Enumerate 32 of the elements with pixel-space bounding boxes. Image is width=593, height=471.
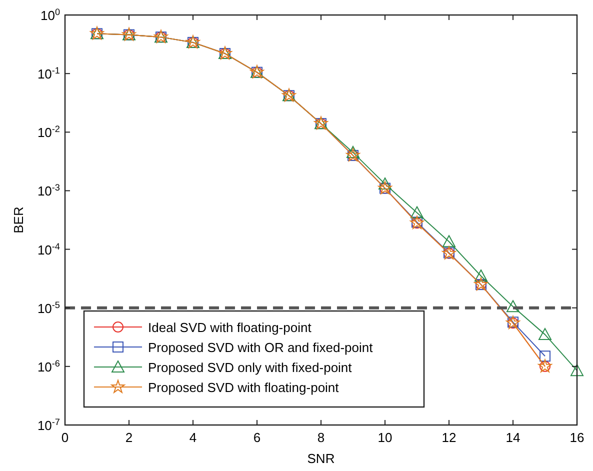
point [570,364,584,376]
y-tick-label: 10$^{-5}$ [37,300,60,316]
x-tick-label: 2 [125,430,133,445]
point [442,235,456,248]
y-tick-label: 10$^{-7}$ [37,417,60,433]
y-axis-title: BER [11,206,26,234]
y-tick-label: 10$^{-6}$ [37,358,60,374]
x-tick-label: 12 [442,430,456,445]
point [474,269,488,282]
x-tick-label: 8 [317,430,325,445]
x-tick-label: 16 [570,430,584,445]
point [410,206,424,218]
point [346,146,360,158]
x-tick-label: 6 [253,430,261,445]
x-tick-label: 4 [189,430,197,445]
x-tick-label: 0 [61,430,69,445]
legend-label: Proposed SVD only with fixed-point [148,360,352,375]
y-tick-label: 10$^{-3}$ [37,182,60,199]
y-tick-label: 10$^{-2}$ [37,124,60,140]
point [506,300,520,312]
legend-label: Proposed SVD with OR and fixed-point [148,340,374,355]
x-tick-label: 14 [506,430,520,445]
point [540,350,550,362]
y-tick-label: 10$^{-1}$ [37,66,60,82]
legend-label: Proposed SVD with floating-point [148,380,340,395]
y-tick-label: 10$^{-4}$ [37,241,60,258]
point [378,178,392,190]
x-tick-label: 10 [378,430,392,445]
y-tick-label: 10$^{0}$ [40,7,60,23]
point [538,328,552,340]
x-axis-title: SNR [307,451,335,466]
legend-label: Ideal SVD with floating-point [148,320,312,335]
